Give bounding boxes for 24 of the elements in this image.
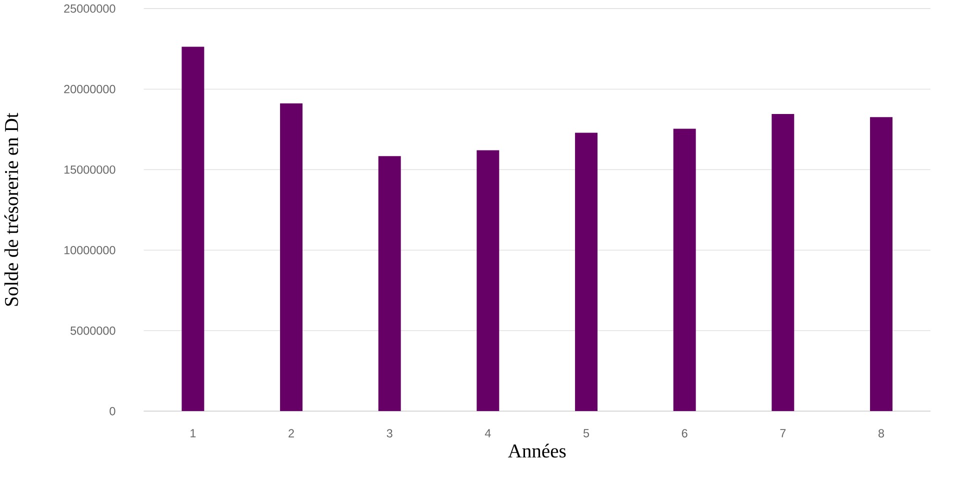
x-tick-label: 4 — [484, 428, 491, 438]
y-tick-label: 15000000 — [64, 165, 116, 174]
x-tick-label: 7 — [780, 428, 786, 438]
bar — [476, 150, 500, 412]
x-tick-label: 5 — [583, 428, 590, 438]
y-tick-label: 25000000 — [64, 4, 116, 13]
x-tick-label: 1 — [190, 428, 196, 438]
bar — [182, 46, 204, 412]
x-tick-label: 6 — [682, 428, 688, 438]
y-tick-label: 10000000 — [64, 246, 116, 254]
y-tick-label: 20000000 — [64, 84, 116, 94]
x-axis-title: Années — [508, 444, 566, 458]
bar — [280, 103, 303, 412]
bar — [772, 114, 794, 412]
x-tick-label: 8 — [878, 428, 884, 438]
x-tick-label: 2 — [288, 428, 294, 438]
bar — [575, 132, 598, 412]
y-tick-label: 0 — [110, 406, 116, 416]
x-tick-label: 3 — [386, 428, 392, 438]
y-axis-title: Solde de trésorerie en Dt — [4, 112, 18, 306]
bar — [870, 116, 892, 412]
bar — [673, 128, 696, 412]
bar — [378, 156, 401, 412]
y-tick-label: 5000000 — [70, 326, 116, 335]
